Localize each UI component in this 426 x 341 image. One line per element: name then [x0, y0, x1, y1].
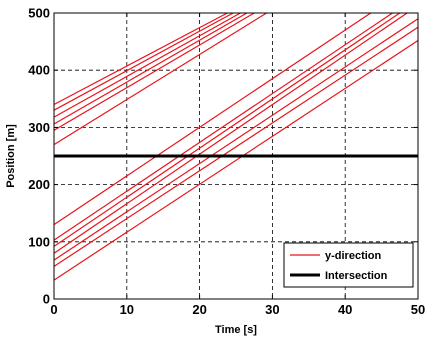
- y-direction-line: [53, 12, 267, 146]
- y-tick-label: 400: [28, 63, 50, 78]
- y-direction-line: [53, 18, 419, 261]
- legend-box: [283, 242, 414, 288]
- y-tick-label: 100: [28, 234, 50, 249]
- legend-label-intersection: Intersection: [325, 270, 388, 282]
- y-direction-line: [53, 39, 419, 281]
- x-tick-label: 30: [265, 302, 279, 317]
- x-tick-label: 50: [411, 302, 425, 317]
- legend-label-y-direction: y-direction: [325, 250, 382, 262]
- ticks: [53, 12, 419, 300]
- x-tick-label: 40: [338, 302, 352, 317]
- y-direction-line: [53, 12, 234, 111]
- x-tick-label: 0: [50, 302, 57, 317]
- y-direction-line: [53, 12, 255, 131]
- y-tick-label: 300: [28, 120, 50, 135]
- y-tick-label: 500: [28, 6, 50, 21]
- y-tick-label: 200: [28, 177, 50, 192]
- plot-frame: [53, 12, 419, 300]
- y-tick-labels: 0 100 200 300 400 500: [28, 6, 50, 307]
- series-lines: [53, 12, 419, 281]
- y-tick-label: 0: [43, 292, 50, 307]
- legend: y-direction Intersection: [283, 242, 414, 288]
- x-tick-label: 20: [192, 302, 206, 317]
- y-direction-line: [53, 12, 228, 106]
- y-direction-line: [53, 12, 248, 125]
- y-direction-line: [53, 12, 372, 226]
- y-direction-line: [53, 12, 408, 254]
- x-tick-label: 10: [120, 302, 134, 317]
- y-direction-line: [53, 12, 401, 247]
- y-direction-line: [53, 26, 419, 267]
- y-axis-label: Position [m]: [5, 124, 17, 188]
- y-direction-line: [53, 12, 393, 241]
- x-axis-label: Time [s]: [215, 324, 257, 336]
- x-tick-labels: 0 10 20 30 40 50: [50, 302, 425, 317]
- y-direction-line: [53, 12, 241, 118]
